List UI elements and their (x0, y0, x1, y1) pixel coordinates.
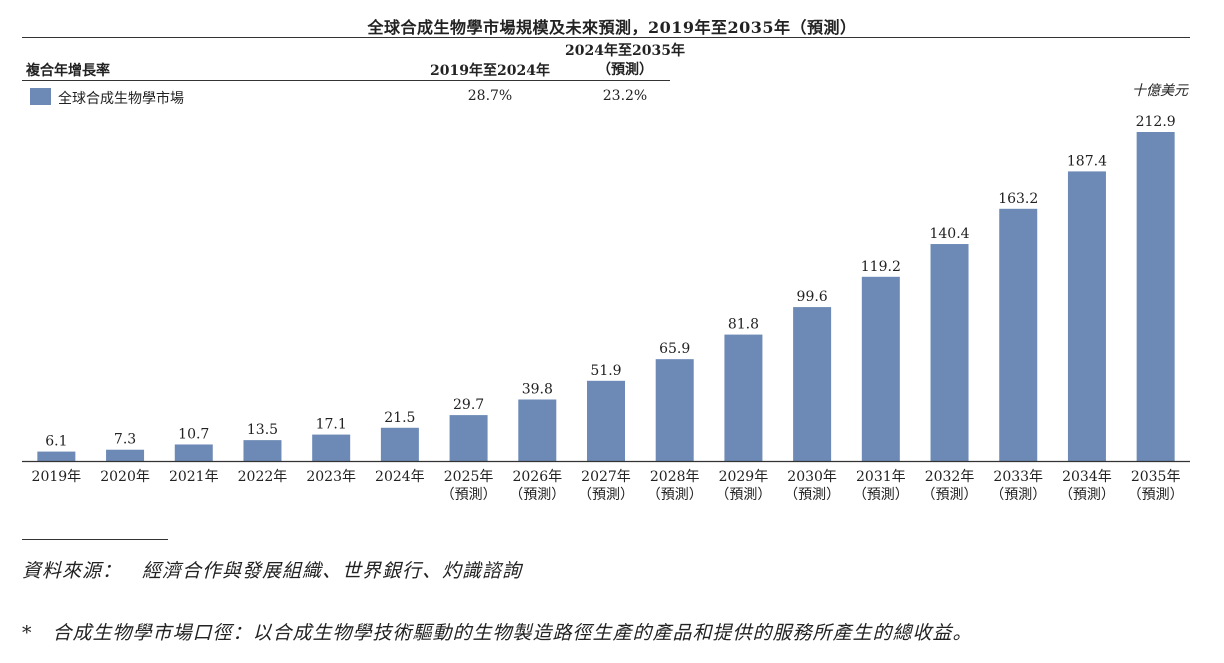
x-tick-label-13: 2032年 (925, 469, 975, 485)
bar-12 (861, 276, 900, 461)
bar-14 (999, 208, 1038, 461)
data-label-8: 51.9 (590, 363, 621, 379)
cagr-heading: 複合年增長率 (26, 63, 110, 79)
data-label-16: 212.9 (1136, 114, 1176, 130)
data-label-6: 29.7 (453, 397, 484, 413)
bar-2 (174, 444, 213, 461)
data-label-13: 140.4 (929, 226, 969, 242)
data-label-5: 21.5 (384, 410, 415, 426)
x-tick-label-16-sub: （預測） (1128, 487, 1184, 503)
footnote-rule (22, 539, 168, 540)
x-tick-label-1: 2020年 (100, 469, 150, 485)
legend-swatch (30, 88, 51, 105)
x-tick-label-12-sub: （預測） (853, 487, 909, 503)
bar-11 (793, 307, 832, 461)
bar-4 (312, 434, 351, 461)
legend-label: 全球合成生物學市場 (58, 91, 184, 107)
bar-15 (1067, 171, 1106, 461)
x-tick-label-6-sub: （預測） (441, 487, 497, 503)
x-tick-label-9-sub: （預測） (647, 487, 703, 503)
title-rule (22, 37, 1190, 38)
cagr-period2-line2: （預測） (597, 62, 653, 78)
x-tick-label-8: 2027年 (581, 469, 631, 485)
chart-title: 全球合成生物學市場規模及未來預測，2019年至2035年（預測） (367, 18, 857, 37)
x-tick-label-15: 2034年 (1062, 469, 1112, 485)
x-tick-label-12: 2031年 (856, 469, 906, 485)
bar-10 (724, 334, 763, 461)
cagr-rule (22, 80, 670, 81)
bar-3 (243, 440, 282, 461)
x-tick-label-9: 2028年 (650, 469, 700, 485)
x-tick-label-11: 2030年 (787, 469, 837, 485)
x-tick-label-3: 2022年 (238, 469, 288, 485)
source-note: 資料來源： 經濟合作與發展組織、世界銀行、灼識諮詢 (22, 560, 523, 582)
bar-8 (587, 380, 625, 461)
x-tick-label-14-sub: （預測） (990, 487, 1046, 503)
x-tick-label-10: 2029年 (719, 469, 769, 485)
bar-1 (106, 449, 145, 461)
data-label-7: 39.8 (522, 381, 553, 397)
data-label-10: 81.8 (728, 317, 759, 333)
x-tick-label-0: 2019年 (32, 469, 82, 485)
x-tick-label-7-sub: （預測） (509, 487, 565, 503)
data-label-3: 13.5 (247, 422, 278, 438)
data-label-11: 99.6 (797, 289, 828, 305)
cagr-period1-heading: 2019年至2024年 (430, 63, 550, 79)
bar-16 (1136, 132, 1175, 461)
bar-9 (655, 359, 694, 461)
data-label-15: 187.4 (1067, 153, 1107, 169)
x-tick-label-13-sub: （預測） (922, 487, 978, 503)
x-tick-label-6: 2025年 (444, 469, 494, 485)
unit-label: 十億美元 (1132, 83, 1188, 99)
definition-note: * 合成生物學市場口徑：以合成生物學技術驅動的生物製造路徑生產的產品和提供的服務… (22, 622, 973, 644)
cagr-period2-line1: 2024年至2035年 (565, 43, 685, 59)
x-tick-label-10-sub: （預測） (715, 487, 771, 503)
cagr-value-1: 28.7% (467, 88, 513, 104)
cagr-period2-heading: 2024年至2035年 （預測） (540, 42, 710, 80)
bar-7 (518, 399, 557, 461)
data-label-12: 119.2 (861, 259, 901, 275)
bar-5 (380, 427, 419, 461)
x-tick-label-14: 2033年 (993, 469, 1043, 485)
x-tick-label-16: 2035年 (1131, 469, 1181, 485)
bar-6 (449, 415, 488, 461)
x-tick-label-11-sub: （預測） (784, 487, 840, 503)
cagr-value-2: 23.2% (602, 88, 648, 104)
data-label-9: 65.9 (659, 341, 690, 357)
x-tick-label-8-sub: （預測） (578, 487, 634, 503)
bar-13 (930, 244, 969, 461)
data-label-1: 7.3 (114, 432, 136, 448)
x-tick-label-4: 2023年 (306, 469, 356, 485)
data-label-4: 17.1 (316, 417, 347, 433)
data-label-14: 163.2 (998, 191, 1038, 207)
x-tick-label-15-sub: （預測） (1059, 487, 1115, 503)
x-tick-label-7: 2026年 (512, 469, 562, 485)
bar-0 (37, 451, 76, 461)
data-label-2: 10.7 (178, 426, 209, 442)
data-label-0: 6.1 (45, 434, 67, 450)
x-tick-label-5: 2024年 (375, 469, 425, 485)
x-tick-label-2: 2021年 (169, 469, 219, 485)
